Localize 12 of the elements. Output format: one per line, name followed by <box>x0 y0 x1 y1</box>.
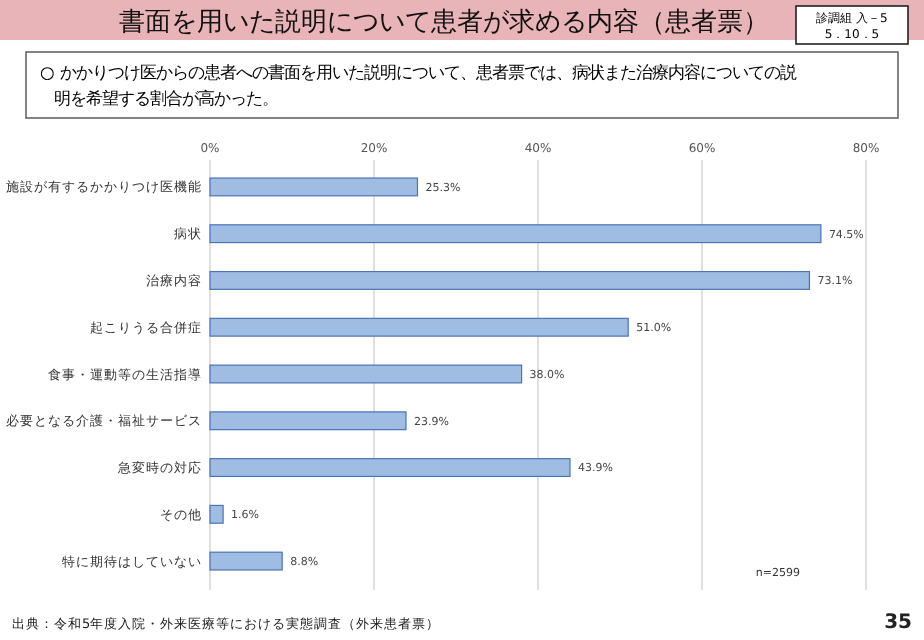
bar <box>209 504 224 524</box>
bar <box>209 364 523 384</box>
bar <box>209 551 283 571</box>
bar <box>209 224 822 244</box>
bar <box>209 270 811 290</box>
bar <box>209 317 629 337</box>
text: 35 <box>884 612 913 634</box>
bar <box>209 411 407 431</box>
bar <box>209 458 571 478</box>
chart-subtitle: ○ かかりつけ医からの患者への書面を用いた説明について、患者票では、病状また治療内容についての説明を希望する割合が高かった。 <box>40 62 796 108</box>
bar <box>209 177 419 197</box>
chart-title: 書面を用いた説明について患者が求める内容（患者票） <box>119 6 769 38</box>
